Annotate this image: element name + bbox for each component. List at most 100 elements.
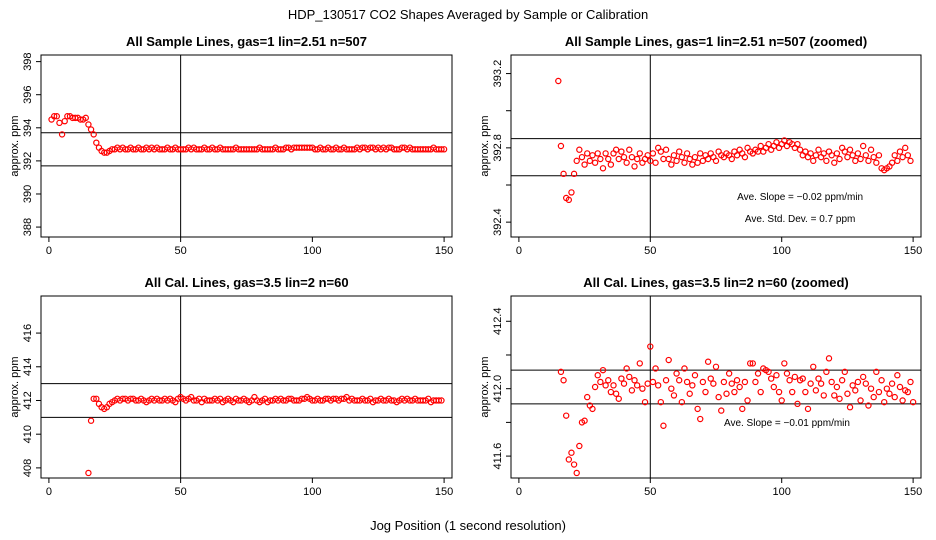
data-point [697,150,704,157]
data-point [844,153,851,161]
x-axis-label: Jog Position (1 second resolution) [370,518,566,533]
data-point [644,152,651,159]
data-point [654,382,662,389]
data-point [859,373,867,381]
data-point [612,390,620,397]
data-point [838,377,846,384]
y-tick-label: 394 [22,119,34,137]
y-tick-label: 392 [22,152,34,170]
data-point [673,157,680,165]
plot-frame [40,295,453,479]
data-point [607,388,615,396]
data-point [823,368,830,376]
data-point [591,383,599,391]
data-point [586,157,594,165]
data-point [841,368,848,376]
data-point [555,77,562,85]
data-point [683,378,691,386]
data-point [662,146,670,153]
data-point [833,383,841,391]
data-point [615,395,622,402]
data-point [907,157,914,165]
data-point [657,148,665,155]
data-point [573,469,580,477]
data-point [736,383,743,391]
data-point [775,388,783,396]
data-point [678,153,686,161]
x-tick-label: 50 [644,245,656,257]
y-axis-label: approx. ppm [479,356,491,417]
data-point [815,375,822,382]
panel-title: All Cal. Lines, gas=3.5 lin=2 n=60 [144,275,348,290]
x-tick-label: 50 [175,486,187,498]
data-point [831,159,838,166]
data-point [870,153,877,161]
x-tick-label: 150 [904,486,922,498]
data-point [676,377,683,384]
data-point [90,395,97,402]
data-point [704,155,712,163]
plot-frame [40,54,453,238]
data-point [857,155,864,163]
data-point [702,388,709,396]
data-point [715,393,722,401]
data-point [723,390,730,397]
data-point [628,153,636,161]
data-point [789,388,796,396]
chart-panel-1: All Sample Lines, gas=1 lin=2.51 n=507 0 5… [9,34,453,257]
data-point [633,382,641,389]
data-point [810,363,817,370]
data-point [849,152,856,159]
data-point [773,372,780,379]
data-point [61,117,68,125]
data-point [781,360,788,367]
data-point [909,398,917,406]
data-point [636,150,643,157]
data-point [641,398,649,406]
data-point [857,397,864,404]
data-point [605,155,612,163]
data-point [578,153,586,161]
data-point [888,380,896,387]
data-point [689,382,696,389]
chart-panel-3: All Cal. Lines, gas=3.5 lin=2 n=60 0 50 100… [9,275,453,498]
data-point [440,146,448,153]
data-point [899,397,906,404]
data-point [438,146,445,153]
data-point [697,415,704,423]
data-point [689,161,696,168]
annotation: Ave. Slope = −0.02 ppm/min [737,192,863,203]
data-point [612,146,620,153]
data-point [731,388,738,396]
data-point [807,380,814,387]
data-point [85,121,92,128]
plot-frame [510,54,922,238]
y-axis-label: approx. ppm [9,115,21,176]
data-point [794,400,801,408]
data-point [93,139,100,146]
data-point [435,397,443,404]
data-point [618,375,625,382]
data-point [691,153,699,161]
data-point [599,165,607,172]
data-point [670,152,678,159]
data-point [647,157,654,165]
data-series [555,77,914,204]
x-tick-label: 150 [904,245,922,257]
data-point [783,370,791,377]
data-point [589,405,596,413]
data-point [894,372,901,379]
data-point [891,393,898,401]
data-point [560,170,567,178]
data-point [875,388,883,396]
data-point [870,393,877,401]
data-point [87,126,95,133]
data-point [639,385,646,392]
data-point [844,390,851,397]
data-point [778,397,785,404]
data-point [865,402,872,409]
data-point [565,456,573,463]
y-axis-label: approx. ppm [9,356,21,417]
data-point [767,375,775,382]
